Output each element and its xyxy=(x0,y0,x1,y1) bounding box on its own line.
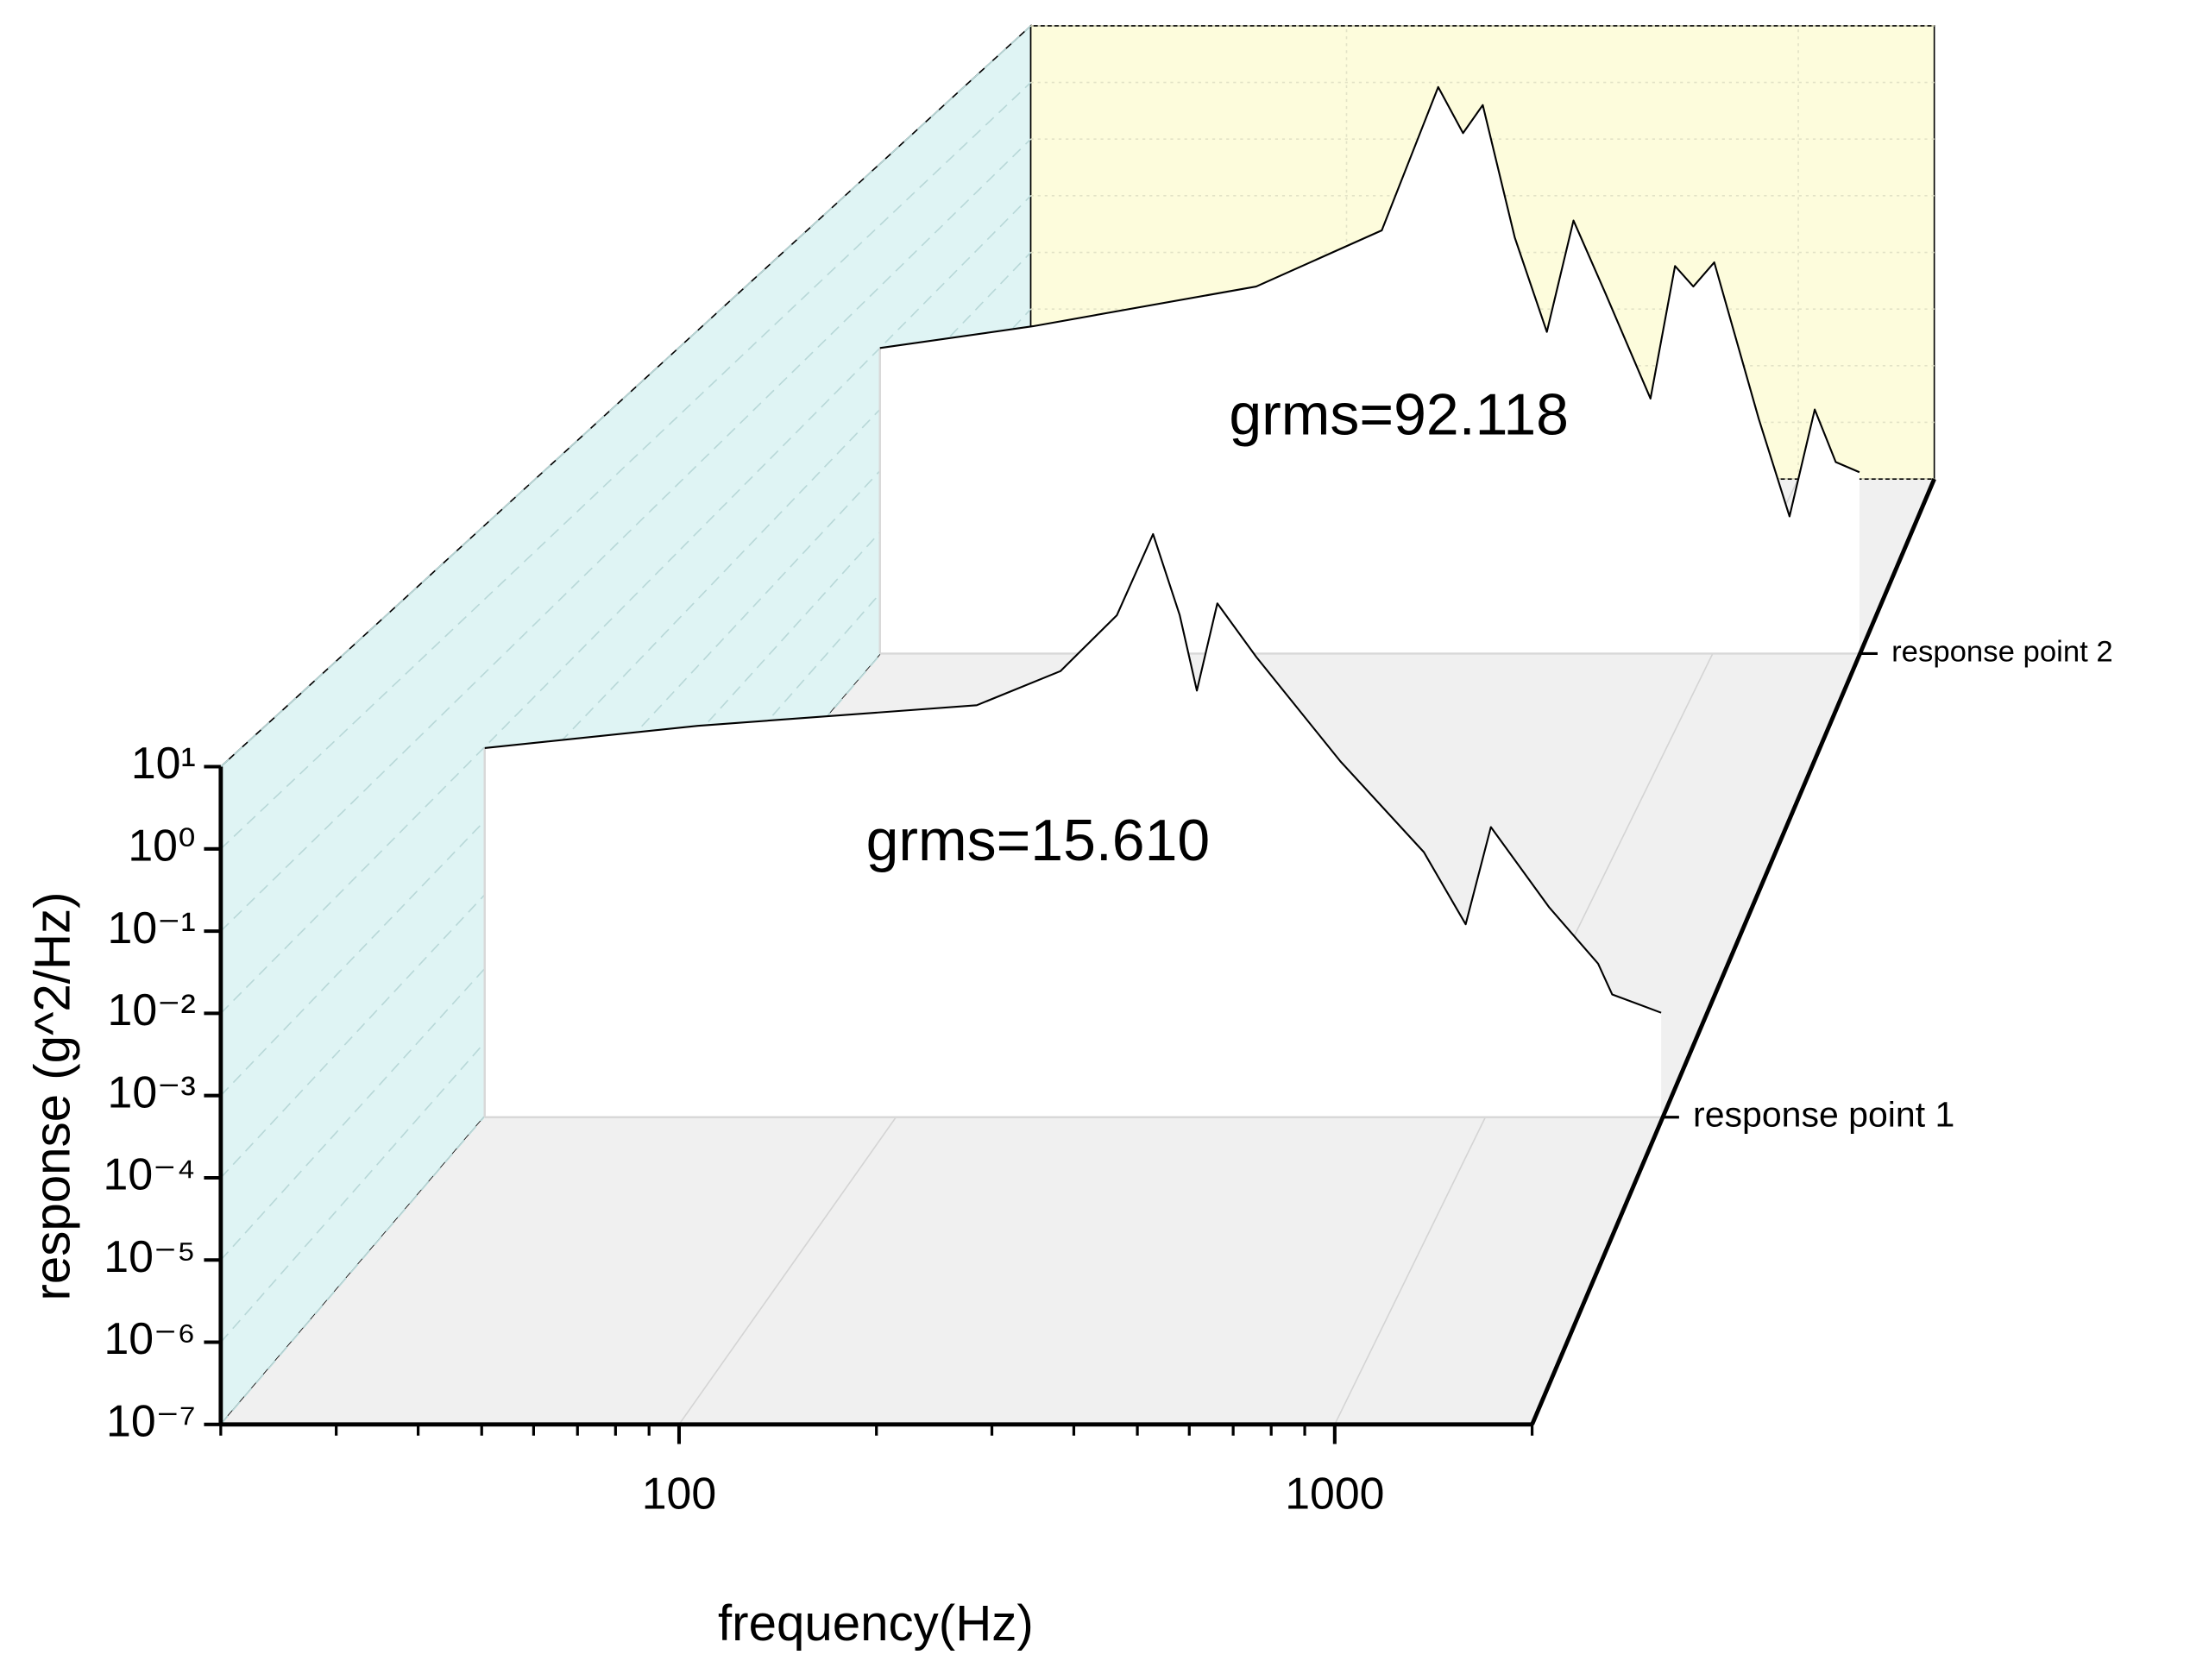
y-axis-title: response (g^2/Hz) xyxy=(24,891,80,1300)
series-line xyxy=(879,85,1860,518)
wall-grid-line xyxy=(220,138,1032,932)
wall-grid-line xyxy=(220,251,1032,1097)
y-tick-label: 10⁻³ xyxy=(108,1067,196,1117)
wall-grid-line xyxy=(220,25,1032,768)
y-tick-label: 10⁻⁴ xyxy=(104,1149,196,1199)
y-tick-label: 10⁻⁵ xyxy=(104,1231,195,1281)
annotation: grms=92.118 xyxy=(1229,381,1569,447)
y-tick-label: 10¹ xyxy=(131,738,196,788)
y-tick-label: 10⁻⁶ xyxy=(104,1313,195,1363)
x-tick-label: 100 xyxy=(642,1469,716,1519)
y-tick-label: 10⁻⁷ xyxy=(106,1396,196,1446)
depth-axis xyxy=(1530,478,1936,1425)
plane-fill xyxy=(484,533,1662,1117)
y-tick-label: 10⁰ xyxy=(128,821,195,871)
y-tick-label: 10⁻² xyxy=(108,985,196,1035)
depth-tick-label: response point 1 xyxy=(1693,1095,1954,1135)
y-tick-label: 10⁻¹ xyxy=(108,903,196,953)
x-tick-label: 1000 xyxy=(1285,1469,1384,1519)
annotation: grms=15.610 xyxy=(866,808,1211,873)
plane-fill xyxy=(879,86,1860,654)
depth-tick-label: response point 2 xyxy=(1891,636,2113,669)
series-line xyxy=(484,532,1662,1014)
wall-grid-line xyxy=(220,195,1032,1014)
x-axis-title: frequency(Hz) xyxy=(718,1595,1034,1652)
wall-grid-line xyxy=(220,81,1032,850)
